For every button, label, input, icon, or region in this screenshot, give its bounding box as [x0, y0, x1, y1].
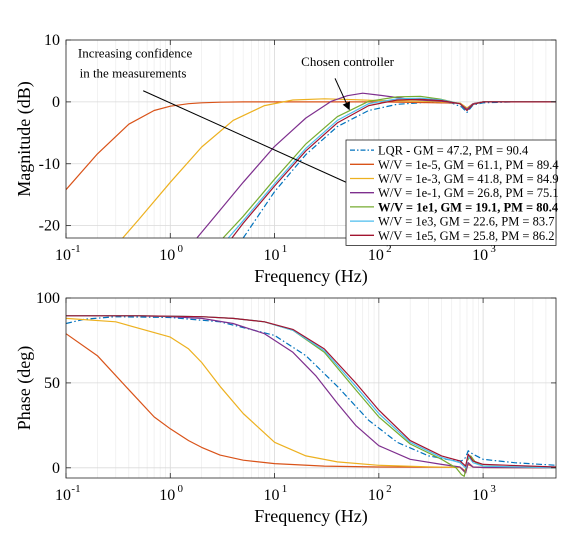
- series-line-3: [66, 315, 556, 474]
- series-line-6: [66, 315, 556, 468]
- y-tick-label: 10: [44, 32, 60, 49]
- x-tick-label: 10: [264, 247, 280, 264]
- x-tick-exponent: 3: [490, 243, 496, 255]
- x-axis-label: Frequency (Hz): [254, 266, 367, 287]
- y-tick-label: -20: [39, 218, 60, 235]
- legend-entry-6: W/V = 1e5, GM = 25.8, PM = 86.2: [378, 229, 554, 243]
- y-tick-label: 50: [44, 375, 60, 392]
- annotation-text: Chosen controller: [301, 54, 394, 69]
- y-tick-label: 100: [36, 290, 60, 307]
- x-tick-label: 10: [264, 487, 280, 504]
- legend-entry-2: W/V = 1e-3, GM = 41.8, PM = 84.9: [378, 172, 559, 186]
- y-axis-label: Magnitude (dB): [14, 81, 35, 196]
- legend-box: [345, 139, 557, 246]
- x-tick-label: 10: [159, 487, 175, 504]
- x-tick-exponent: -1: [71, 243, 80, 255]
- x-tick-label: 10: [472, 247, 488, 264]
- confidence-arrow: [142, 90, 364, 191]
- y-axis-label: Phase (deg): [14, 346, 35, 430]
- y-tick-label: 0: [52, 460, 60, 477]
- annotations: Increasing confidence in the measurements…: [78, 45, 395, 191]
- series-line-0: [66, 316, 556, 466]
- annotation-text: Increasing confidence: [78, 45, 193, 60]
- x-tick-label: 10: [55, 247, 71, 264]
- legend: LQR - GM = 47.2, PM = 90.4W/V = 1e-5, GM…: [345, 139, 559, 246]
- series-line-6: [231, 98, 556, 238]
- legend-entry-1: W/V = 1e-5, GM = 61.1, PM = 89.4: [378, 158, 559, 172]
- x-tick-exponent: 1: [282, 483, 288, 495]
- series-line-4: [66, 315, 556, 477]
- y-tick-label: -10: [39, 156, 60, 173]
- legend-entry-4: W/V = 1e1, GM = 19.1, PM = 80.4: [378, 200, 559, 214]
- series-line-3: [196, 92, 556, 238]
- x-tick-exponent: 2: [386, 483, 392, 495]
- axes-box: [65, 297, 557, 479]
- x-tick-label: 10: [368, 247, 384, 264]
- annotation-text: in the measurements: [80, 66, 187, 81]
- series-group: [66, 315, 556, 477]
- axes-box: [65, 39, 557, 239]
- x-tick-exponent: 3: [490, 483, 496, 495]
- series-line-1: [66, 333, 556, 472]
- x-tick-exponent: 0: [178, 483, 184, 495]
- x-tick-exponent: 0: [178, 243, 184, 255]
- x-tick-label: 10: [368, 487, 384, 504]
- grid: [65, 297, 556, 478]
- x-tick-label: 10: [55, 487, 71, 504]
- legend-entry-5: W/V = 1e3, GM = 22.6, PM = 83.7: [378, 215, 554, 229]
- series-line-5: [66, 315, 556, 469]
- x-tick-exponent: -1: [71, 483, 80, 495]
- y-tick-label: 0: [52, 94, 60, 111]
- series-group: [66, 92, 556, 238]
- x-tick-exponent: 2: [386, 243, 392, 255]
- x-axis-label: Frequency (Hz): [254, 506, 367, 527]
- legend-entry-3: W/V = 1e-1, GM = 26.8, PM = 75.1: [378, 186, 559, 200]
- chosen-controller-arrow: [334, 78, 350, 111]
- x-tick-exponent: 1: [282, 243, 288, 255]
- legend-entry-0: LQR - GM = 47.2, PM = 90.4: [378, 144, 529, 158]
- x-tick-label: 10: [159, 247, 175, 264]
- x-tick-label: 10: [472, 487, 488, 504]
